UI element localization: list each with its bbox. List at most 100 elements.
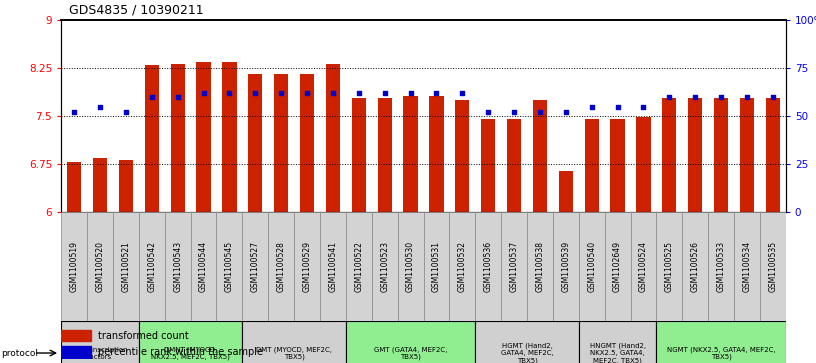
Text: GSM1100525: GSM1100525	[665, 241, 674, 292]
Text: transformed count: transformed count	[98, 331, 188, 341]
Bar	[326, 64, 340, 212]
Text: GDS4835 / 10390211: GDS4835 / 10390211	[69, 3, 204, 16]
Text: protocol: protocol	[1, 348, 38, 358]
Bar	[527, 212, 553, 321]
Text: GSM1100527: GSM1100527	[251, 241, 259, 292]
Bar	[450, 212, 475, 321]
Text: GSM1100535: GSM1100535	[769, 241, 778, 292]
Bar	[216, 212, 242, 321]
Bar	[559, 171, 573, 212]
Point	[766, 94, 779, 100]
Bar	[475, 321, 579, 363]
Point	[145, 94, 158, 100]
Text: GSM1100539: GSM1100539	[561, 241, 570, 292]
Bar	[320, 212, 346, 321]
Bar	[740, 98, 754, 212]
Point	[740, 94, 753, 100]
Bar	[242, 212, 268, 321]
Point	[171, 94, 184, 100]
Text: NGMT (NKX2.5, GATA4, MEF2C,
TBX5): NGMT (NKX2.5, GATA4, MEF2C, TBX5)	[667, 346, 775, 360]
Bar	[429, 95, 444, 212]
Bar	[533, 100, 547, 212]
Text: GSM1100530: GSM1100530	[406, 241, 415, 292]
Text: GSM1100529: GSM1100529	[303, 241, 312, 292]
Point	[559, 109, 572, 115]
Point	[223, 90, 236, 96]
Point	[68, 109, 81, 115]
Text: GSM1100544: GSM1100544	[199, 241, 208, 292]
Point	[378, 90, 391, 96]
Bar	[397, 212, 424, 321]
Text: GSM1100532: GSM1100532	[458, 241, 467, 292]
Bar	[760, 212, 786, 321]
Text: GSM1100534: GSM1100534	[743, 241, 752, 292]
Bar	[165, 212, 191, 321]
Point	[197, 90, 210, 96]
Point	[430, 90, 443, 96]
Text: GSM1100542: GSM1100542	[147, 241, 157, 292]
Bar	[61, 330, 91, 341]
Bar	[346, 212, 372, 321]
Bar	[636, 118, 650, 212]
Point	[611, 104, 624, 110]
Text: GSM1100545: GSM1100545	[225, 241, 234, 292]
Point	[404, 90, 417, 96]
Text: percentile rank within the sample: percentile rank within the sample	[98, 347, 263, 357]
Point	[637, 104, 650, 110]
Point	[689, 94, 702, 100]
Bar	[501, 212, 527, 321]
Text: GSM1100537: GSM1100537	[509, 241, 519, 292]
Text: GSM1100541: GSM1100541	[328, 241, 338, 292]
Point	[119, 109, 132, 115]
Bar	[481, 119, 495, 212]
Text: GSM1100526: GSM1100526	[690, 241, 700, 292]
Bar	[579, 212, 605, 321]
Text: GSM1100543: GSM1100543	[173, 241, 182, 292]
Bar	[378, 98, 392, 212]
Point	[456, 90, 469, 96]
Bar	[191, 212, 216, 321]
Bar	[507, 119, 521, 212]
Point	[353, 90, 366, 96]
Bar	[113, 212, 139, 321]
Bar	[631, 212, 656, 321]
Text: HGMT (Hand2,
GATA4, MEF2C,
TBX5): HGMT (Hand2, GATA4, MEF2C, TBX5)	[501, 343, 553, 363]
Bar	[222, 62, 237, 212]
Text: GSM1100538: GSM1100538	[535, 241, 544, 292]
Text: GSM1100521: GSM1100521	[122, 241, 131, 292]
Point	[715, 94, 728, 100]
Bar	[455, 100, 469, 212]
Point	[508, 109, 521, 115]
Bar	[610, 119, 625, 212]
Text: DMNT (MYOCD,
NKX2.5, MEF2C, TBX5): DMNT (MYOCD, NKX2.5, MEF2C, TBX5)	[151, 346, 230, 360]
Point	[663, 94, 676, 100]
Text: GSM1100536: GSM1100536	[484, 241, 493, 292]
Point	[326, 90, 339, 96]
Text: GSM1100540: GSM1100540	[588, 241, 596, 292]
Bar	[197, 62, 211, 212]
Text: GMT (GATA4, MEF2C,
TBX5): GMT (GATA4, MEF2C, TBX5)	[374, 346, 447, 360]
Bar	[274, 74, 288, 212]
Bar	[346, 321, 475, 363]
Point	[534, 109, 547, 115]
Bar	[61, 212, 87, 321]
Bar	[372, 212, 397, 321]
Bar	[584, 119, 599, 212]
Bar	[119, 160, 133, 212]
Bar	[61, 321, 139, 363]
Point	[585, 104, 598, 110]
Bar	[248, 74, 263, 212]
Bar	[300, 74, 314, 212]
Bar	[61, 346, 91, 358]
Text: GSM1102649: GSM1102649	[613, 241, 622, 292]
Text: GSM1100533: GSM1100533	[716, 241, 725, 292]
Text: GSM1100520: GSM1100520	[95, 241, 104, 292]
Text: GSM1100523: GSM1100523	[380, 241, 389, 292]
Bar	[605, 212, 631, 321]
Bar	[553, 212, 579, 321]
Bar	[663, 98, 676, 212]
Bar	[171, 64, 184, 212]
Bar	[144, 65, 159, 212]
Point	[249, 90, 262, 96]
Text: GSM1100531: GSM1100531	[432, 241, 441, 292]
